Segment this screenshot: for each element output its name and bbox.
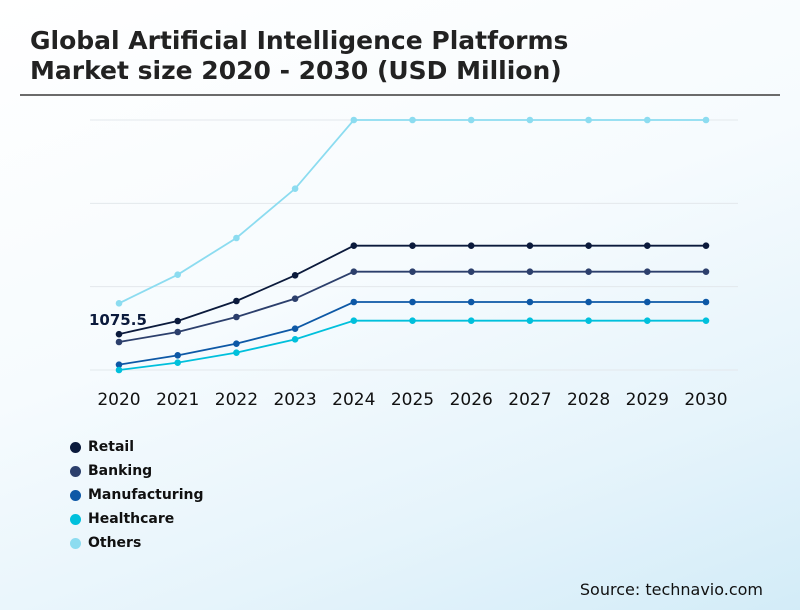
data-point-others — [702, 116, 710, 124]
legend-label: Retail — [88, 439, 135, 455]
legend-label: Banking — [88, 463, 153, 479]
data-point-retail — [644, 242, 651, 249]
data-point-others — [350, 116, 358, 124]
data-point-manufacturing — [174, 352, 181, 359]
line-chart: 2020 2021 2022 2023 2024 2025 2026 2027 2028 2029… — [89, 116, 738, 410]
series-line-healthcare — [118, 319, 706, 371]
data-point-banking — [644, 268, 651, 275]
data-point-healthcare — [115, 366, 123, 374]
data-point-retail — [350, 242, 358, 249]
x-tick-label: 2024 — [332, 390, 375, 410]
chart-title-line-1: Global Artificial Intelligence Platforms — [30, 26, 569, 55]
data-point-banking — [350, 268, 358, 275]
data-point-manufacturing — [702, 298, 710, 306]
data-point-others — [291, 185, 299, 192]
data-label-annotation: 1075.5 — [89, 311, 147, 329]
data-point-others — [115, 300, 123, 307]
data-point-healthcare — [233, 349, 240, 356]
x-tick-label: 2027 — [508, 390, 551, 410]
data-point-healthcare — [350, 317, 358, 324]
chart-title-line-2: Market size 2020 - 2030 (USD Million) — [30, 56, 562, 85]
legend-item-healthcare: Healthcare — [70, 507, 204, 531]
legend-item-banking: Banking — [70, 459, 204, 483]
data-point-others — [585, 116, 592, 124]
data-point-healthcare — [702, 317, 710, 324]
data-point-retail — [526, 242, 534, 249]
legend-item-others: Others — [70, 531, 204, 555]
legend-swatch — [70, 465, 81, 477]
data-point-healthcare — [409, 317, 416, 324]
data-point-retail — [233, 297, 240, 305]
data-point-manufacturing — [291, 325, 299, 332]
data-point-banking — [174, 328, 181, 336]
data-point-healthcare — [174, 359, 181, 366]
data-point-banking — [702, 268, 710, 275]
data-point-others — [526, 116, 534, 124]
data-point-manufacturing — [409, 298, 416, 306]
chart-legend: Retail Banking Manufacturing Healthcare Othe… — [70, 435, 204, 555]
legend-item-manufacturing: Manufacturing — [70, 483, 204, 507]
legend-swatch — [70, 441, 81, 453]
data-point-retail — [409, 242, 416, 249]
data-point-banking — [585, 268, 592, 275]
legend-label: Healthcare — [88, 511, 175, 527]
data-point-banking — [467, 268, 475, 275]
data-point-retail — [467, 242, 475, 249]
title-divider — [20, 94, 780, 96]
data-point-retail — [174, 317, 181, 325]
x-tick-label: 2030 — [684, 390, 727, 410]
data-point-healthcare — [644, 317, 651, 324]
legend-item-retail: Retail — [70, 435, 204, 459]
series-line-banking — [118, 270, 706, 343]
legend-swatch — [70, 537, 81, 549]
data-point-manufacturing — [350, 298, 358, 306]
data-point-manufacturing — [233, 340, 240, 347]
data-point-others — [644, 116, 651, 124]
data-point-retail — [702, 242, 710, 249]
data-point-retail — [585, 242, 592, 249]
data-point-healthcare — [467, 317, 475, 324]
data-point-retail — [291, 272, 299, 279]
legend-label: Others — [88, 535, 142, 551]
series-line-others — [118, 119, 706, 305]
data-point-banking — [409, 268, 416, 275]
data-point-manufacturing — [467, 298, 475, 306]
x-tick-label: 2022 — [215, 390, 258, 410]
data-point-others — [467, 116, 475, 124]
x-tick-label: 2026 — [450, 390, 493, 410]
x-tick-label: 2028 — [567, 390, 610, 410]
x-tick-label: 2023 — [273, 390, 316, 410]
data-point-manufacturing — [526, 298, 534, 306]
x-tick-label: 2029 — [626, 390, 669, 410]
data-point-others — [233, 234, 240, 242]
legend-swatch — [70, 489, 81, 501]
data-point-manufacturing — [585, 298, 592, 306]
x-tick-label: 2021 — [156, 390, 199, 410]
data-point-banking — [233, 313, 240, 321]
x-tick-label: 2025 — [391, 390, 434, 410]
data-point-banking — [526, 268, 534, 275]
legend-label: Manufacturing — [88, 487, 204, 503]
data-point-manufacturing — [115, 361, 123, 368]
legend-swatch — [70, 513, 81, 525]
data-point-others — [409, 116, 416, 124]
data-point-banking — [115, 338, 123, 346]
data-point-healthcare — [291, 336, 299, 343]
data-point-manufacturing — [644, 298, 651, 306]
x-tick-label: 2020 — [97, 390, 140, 410]
source-credit: Source: technavio.com — [579, 580, 763, 599]
data-point-healthcare — [585, 317, 592, 324]
data-point-retail — [115, 330, 123, 338]
data-point-others — [174, 271, 181, 278]
chart-title: Global Artificial Intelligence Platforms… — [30, 26, 770, 86]
data-point-healthcare — [526, 317, 534, 324]
data-point-banking — [291, 295, 299, 302]
